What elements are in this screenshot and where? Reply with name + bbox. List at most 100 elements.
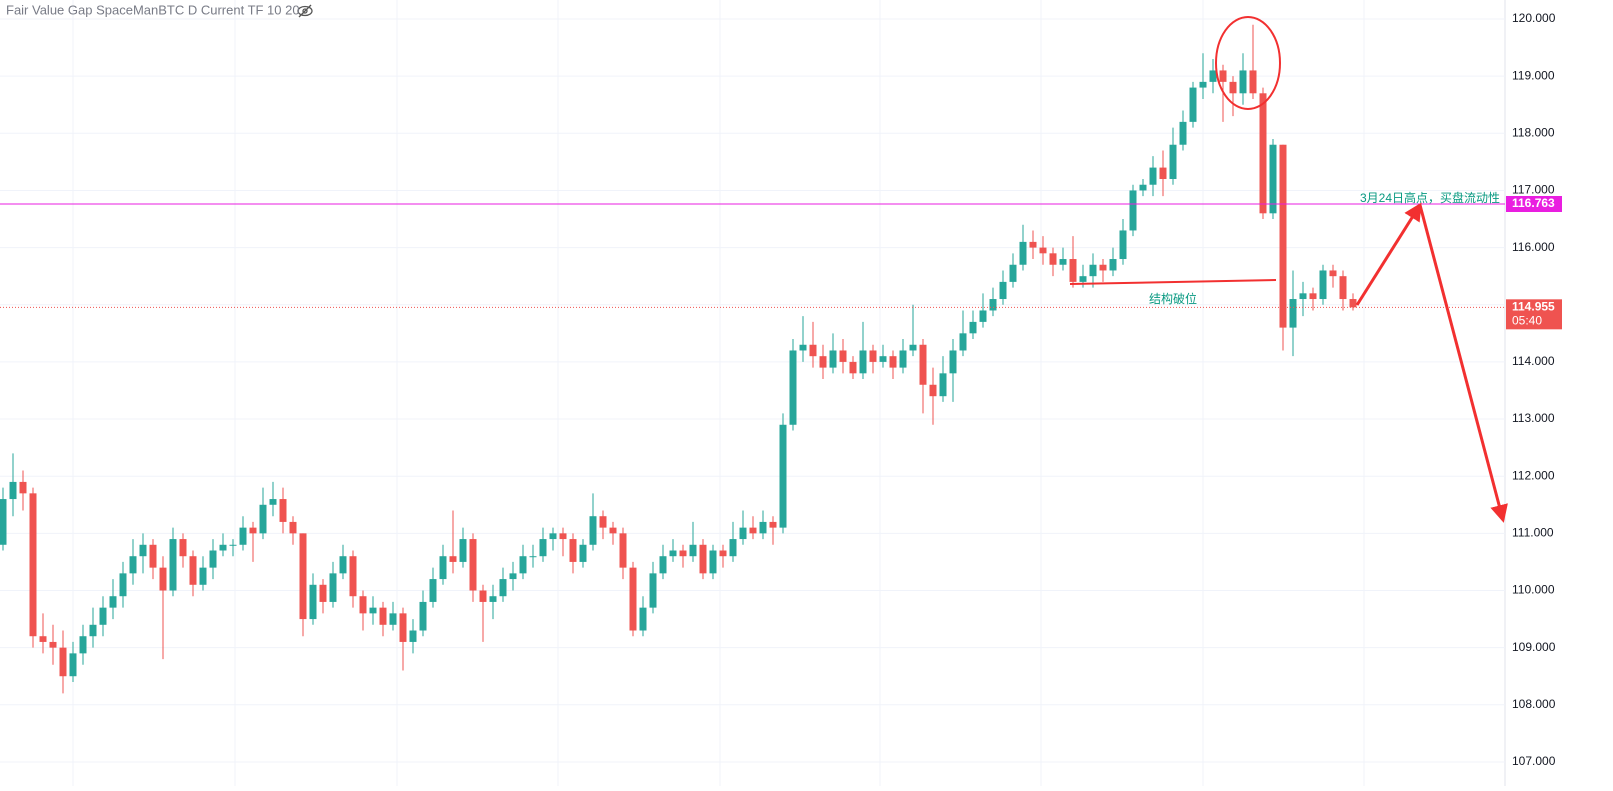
candle-body <box>1109 259 1117 271</box>
candle-body <box>1309 293 1317 300</box>
indicator-title: Fair Value Gap SpaceManBTC D Current TF … <box>6 2 300 17</box>
candle-body <box>59 647 67 677</box>
candle-body <box>429 579 437 602</box>
candle-body <box>459 539 467 562</box>
candle-body <box>929 384 937 397</box>
candle-body <box>49 641 57 648</box>
candle-body <box>189 556 197 585</box>
vertical-grid <box>72 0 1365 786</box>
candle-body <box>719 550 727 557</box>
y-tick-label: 110.000 <box>1512 583 1555 597</box>
candle-body <box>1089 264 1097 277</box>
candle-body <box>1099 264 1107 271</box>
y-tick-label: 113.000 <box>1512 411 1555 425</box>
candle-body <box>1159 167 1167 180</box>
candle-body <box>119 573 127 597</box>
annotation: 3月24日高点，买盘流动性 <box>1360 190 1500 205</box>
candle-body <box>449 556 457 562</box>
candle-body <box>1189 87 1197 122</box>
candle-body <box>869 350 877 362</box>
visibility-icon[interactable] <box>297 4 313 18</box>
candle-body <box>949 350 957 374</box>
candle-body <box>279 499 287 522</box>
candle-body <box>799 344 807 351</box>
candle-body <box>579 544 587 562</box>
candle-body <box>649 573 657 608</box>
y-tick-label: 117.000 <box>1512 183 1555 197</box>
candle-body <box>739 527 747 540</box>
structure-line <box>1069 279 1277 285</box>
candle-body <box>1329 270 1337 277</box>
candle-body <box>789 350 797 425</box>
candle-body <box>559 533 567 540</box>
candle-body <box>299 533 307 620</box>
candle-body <box>1049 253 1057 265</box>
candle-body <box>1209 70 1217 82</box>
last-price-label: 114.955 <box>1512 299 1555 313</box>
candle-body <box>249 527 257 534</box>
candle-body <box>759 521 767 534</box>
candle-body <box>529 556 537 558</box>
candle-body <box>619 533 627 568</box>
y-tick-label: 114.000 <box>1512 354 1555 368</box>
candle-body <box>479 590 487 602</box>
candle-body <box>959 333 967 351</box>
level-label: 116.763 <box>1512 196 1555 210</box>
candle-body <box>899 350 907 368</box>
candle-body <box>409 630 417 642</box>
candle-body <box>909 344 917 351</box>
candle-body <box>259 504 267 534</box>
candle-body <box>139 544 147 557</box>
y-tick-label: 108.000 <box>1512 697 1556 711</box>
candle-body <box>779 424 787 528</box>
candle-body <box>1029 241 1037 248</box>
candle-body <box>1059 259 1067 265</box>
candle-body <box>1129 190 1137 231</box>
candle-body <box>1069 259 1077 282</box>
candle-body <box>199 567 207 585</box>
candle-body <box>1259 93 1267 214</box>
y-tick-label: 116.000 <box>1512 240 1555 254</box>
candle-body <box>609 527 617 534</box>
candle-body <box>359 596 367 614</box>
candle-body <box>289 521 297 534</box>
candle-body <box>509 573 517 580</box>
candle-body <box>319 584 327 602</box>
y-tick-label: 120.000 <box>1512 11 1556 25</box>
candle-body <box>1199 81 1207 88</box>
candle-body <box>639 607 647 631</box>
candle-body <box>889 356 897 368</box>
candle-body <box>1219 70 1227 82</box>
candle-body <box>179 539 187 557</box>
candle-body <box>999 281 1007 300</box>
candle-body <box>229 544 237 546</box>
candle-body <box>389 613 397 625</box>
y-tick-label: 119.000 <box>1512 68 1555 82</box>
candle-body <box>39 636 47 642</box>
candle-body <box>519 556 527 574</box>
candle-body <box>1319 270 1327 300</box>
y-tick-label: 111.000 <box>1512 526 1554 540</box>
candle-body <box>1039 247 1047 254</box>
candle-body <box>849 361 857 374</box>
candle-body <box>329 573 337 602</box>
y-tick-label: 118.000 <box>1512 125 1555 139</box>
y-tick-label: 112.000 <box>1512 468 1555 482</box>
candle-body <box>29 493 37 637</box>
candle-body <box>89 624 97 637</box>
candle-body <box>149 544 157 568</box>
candle-body <box>989 299 997 311</box>
candle-body <box>69 653 77 677</box>
candle-body <box>1009 264 1017 282</box>
level-label-bg <box>1506 195 1562 212</box>
candle-body <box>859 350 867 374</box>
candle-body <box>309 584 317 620</box>
candle-body <box>1339 276 1347 300</box>
candle-body <box>499 579 507 597</box>
candle-body <box>939 373 947 397</box>
candle-body <box>729 539 737 557</box>
candle-body <box>699 544 707 574</box>
candle-body <box>339 556 347 574</box>
candle-body <box>1349 299 1357 308</box>
